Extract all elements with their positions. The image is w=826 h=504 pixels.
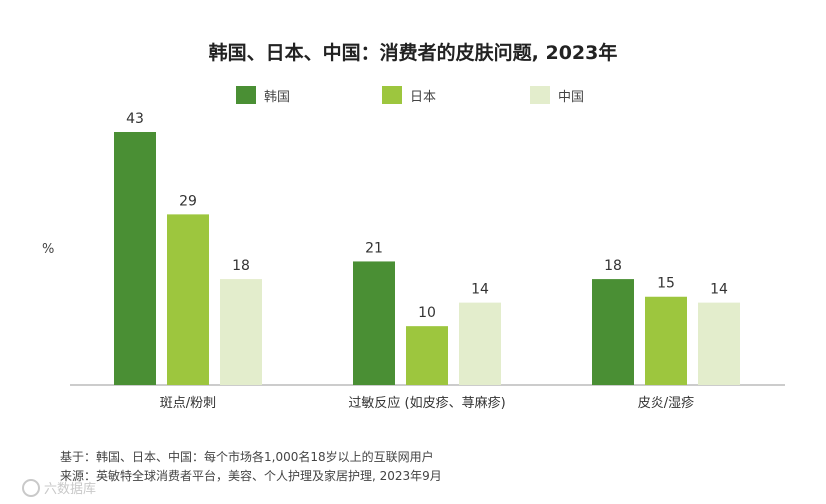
data-label-1-2: 29 [179, 193, 197, 209]
bar-2-3 [459, 302, 501, 385]
bar-1-1 [114, 132, 156, 385]
chart-title: 韩国、日本、中国：消费者的皮肤问题, 2023年 [208, 42, 618, 64]
legend-swatch-japan [382, 86, 402, 104]
watermark: 六数据库 [22, 478, 96, 497]
data-label-2-1: 21 [365, 240, 383, 256]
bar-2-1 [353, 261, 395, 385]
source-note: 来源：英敏特全球消费者平台，美容、个人护理及家居护理, 2023年9月 [60, 469, 442, 483]
legend-item-japan: 日本 [382, 86, 437, 105]
data-label-1-3: 18 [232, 258, 250, 274]
legend-swatch-korea [236, 86, 256, 104]
legend-swatch-china [530, 86, 550, 104]
bar-3-3 [698, 302, 740, 385]
data-label-1-1: 43 [126, 111, 144, 127]
data-label-2-3: 14 [471, 282, 489, 298]
bar-3-1 [592, 279, 634, 385]
data-label-3-2: 15 [657, 276, 675, 292]
category-label-2: 过敏反应 (如皮疹、荨麻疹) [348, 395, 505, 411]
legend-item-china: 中国 [530, 86, 585, 105]
data-label-3-1: 18 [604, 258, 622, 274]
data-label-2-2: 10 [418, 305, 436, 321]
legend-label-japan: 日本 [410, 89, 437, 105]
watermark-text: 六数据库 [44, 482, 97, 497]
data-label-3-3: 14 [710, 282, 728, 298]
bar-1-2 [167, 214, 209, 385]
legend-label-china: 中国 [558, 89, 585, 105]
watermark-logo-icon [22, 478, 40, 497]
bar-3-2 [645, 296, 687, 385]
bar-chart: 43 29 18 斑点/粉刺 21 10 14 过敏反应 (如皮疹、荨麻疹) 18 15 14 皮炎/… [70, 111, 785, 411]
chart-notes: 基于：韩国、日本、中国：每个市场各1,000名18岁以上的互联网用户 来源：英敏… [60, 448, 442, 486]
legend-label-korea: 韩国 [264, 89, 291, 105]
bar-1-3 [220, 279, 262, 385]
bar-2-2 [406, 326, 448, 385]
category-label-1: 斑点/粉刺 [160, 396, 216, 411]
base-note: 基于：韩国、日本、中国：每个市场各1,000名18岁以上的互联网用户 [60, 450, 434, 464]
y-axis-label: % [42, 242, 55, 257]
category-label-3: 皮炎/湿疹 [638, 395, 694, 411]
legend-item-korea: 韩国 [236, 86, 291, 105]
